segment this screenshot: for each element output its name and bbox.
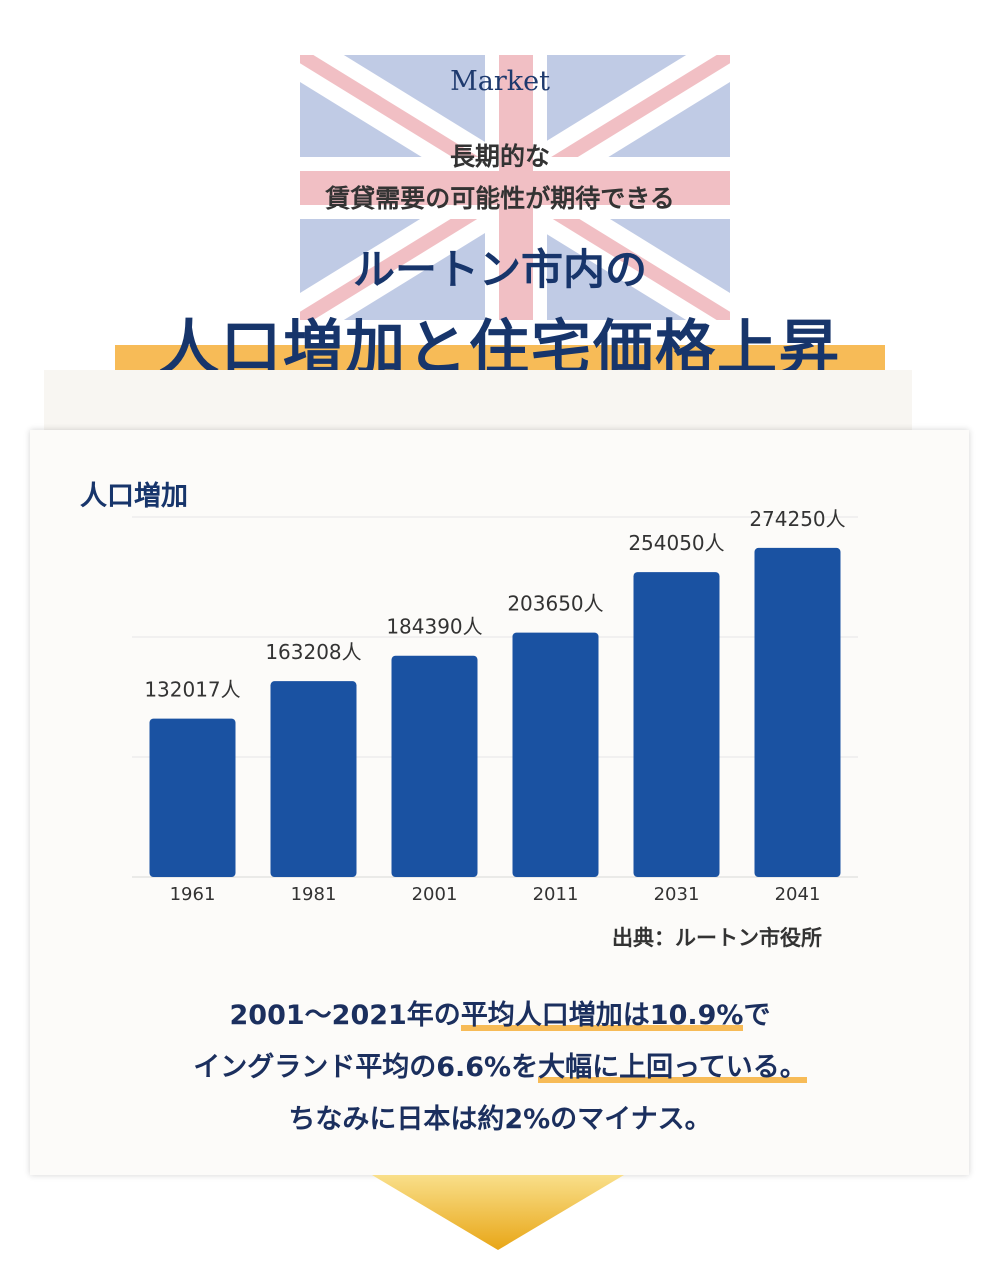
- summary-line-1-highlight: 平均人口増加は10.9%: [460, 1000, 744, 1031]
- summary-line-1: 2001〜2021年の平均人口増加は10.9%で: [0, 990, 1000, 1042]
- summary-line-2-highlight: 大幅に上回っている。: [538, 1052, 807, 1083]
- summary-line-2-part-1: イングランド平均の6.6%を: [193, 1052, 539, 1083]
- summary-line-1-part-3: で: [743, 1000, 771, 1031]
- summary-text: 2001〜2021年の平均人口増加は10.9%で イングランド平均の6.6%を大…: [0, 990, 1000, 1146]
- down-arrow-icon: [372, 1175, 624, 1250]
- subtitle-line-1: 長期的な: [449, 142, 550, 171]
- section-eyebrow: Market: [450, 66, 550, 97]
- section-subtitle: 長期的な 賃貸需要の可能性が期待できる: [0, 136, 1000, 220]
- chart-source: 出典：ルートン市役所: [612, 926, 822, 950]
- page-title-line-1: ルートン市内の: [352, 245, 647, 294]
- summary-line-2: イングランド平均の6.6%を大幅に上回っている。: [0, 1042, 1000, 1094]
- summary-line-3: ちなみに日本は約2%のマイナス。: [288, 1104, 712, 1135]
- union-flag-background: [300, 55, 730, 320]
- summary-line-1-part-1: 2001〜2021年の: [229, 1000, 461, 1031]
- chart-title: 人口増加: [80, 481, 188, 512]
- subtitle-line-2: 賃貸需要の可能性が期待できる: [325, 184, 675, 213]
